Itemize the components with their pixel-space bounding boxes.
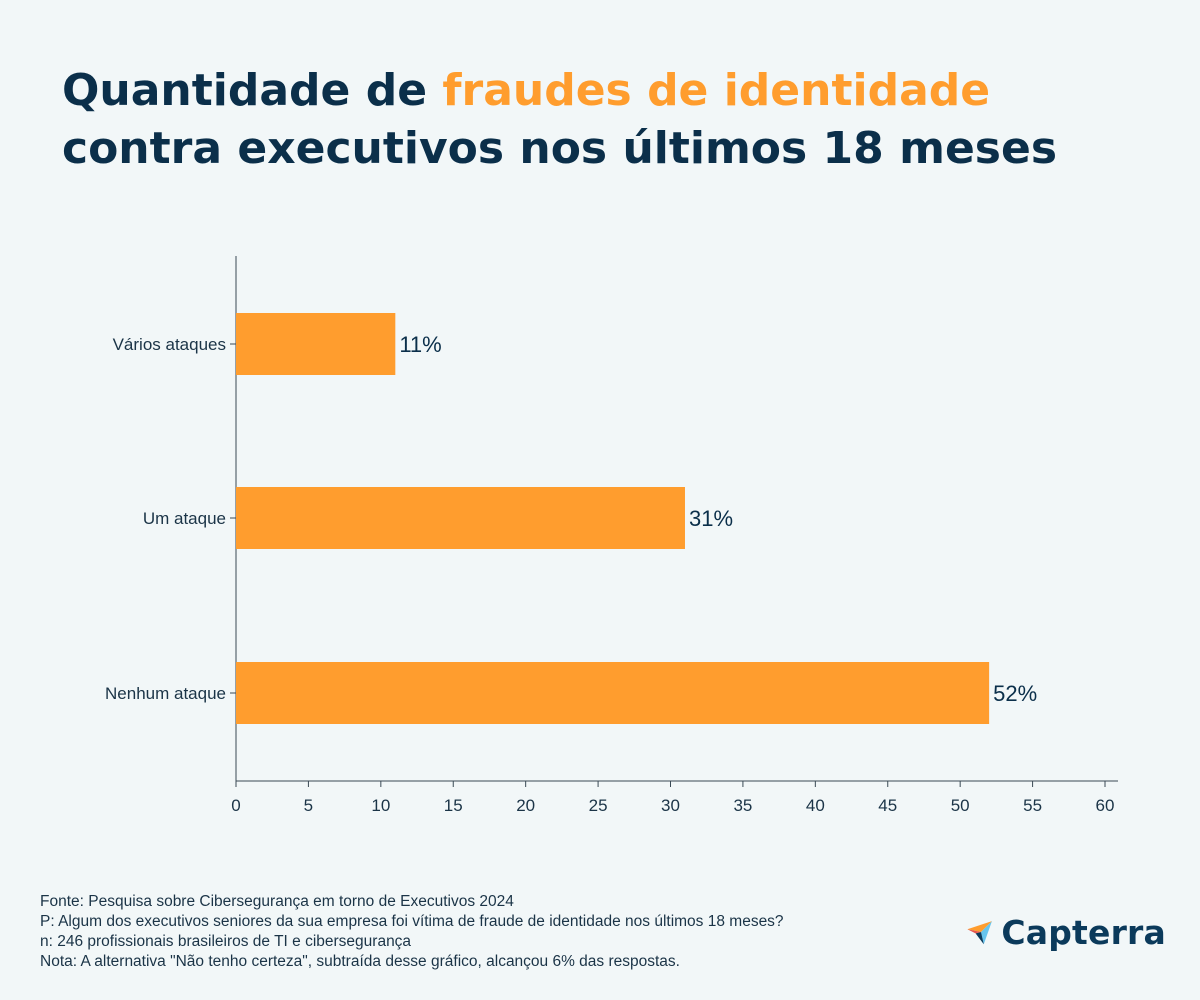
title-highlight: fraudes de identidade (442, 65, 991, 116)
x-tick-label: 45 (878, 796, 897, 815)
bar (236, 487, 685, 549)
category-label: Nenhum ataque (105, 684, 226, 703)
x-tick-label: 10 (371, 796, 390, 815)
title-part-1: Quantidade de (62, 65, 443, 116)
category-label: Vários ataques (113, 335, 226, 354)
bar (236, 313, 396, 375)
capterra-logo-text: Capterra (1001, 912, 1166, 952)
footer-notes: Fonte: Pesquisa sobre Cibersegurança em … (40, 892, 920, 972)
x-tick-label: 40 (806, 796, 825, 815)
x-tick-label: 50 (951, 796, 970, 815)
footer-source: Fonte: Pesquisa sobre Cibersegurança em … (40, 893, 514, 910)
title-line-2: contra executivos nos últimos 18 meses (62, 123, 1058, 174)
data-label: 31% (689, 506, 733, 531)
x-tick-label: 35 (733, 796, 752, 815)
chart-title: Quantidade de fraudes de identidade cont… (62, 62, 1162, 178)
data-label: 52% (993, 681, 1037, 706)
category-label: Um ataque (143, 509, 226, 528)
x-tick-label: 30 (661, 796, 680, 815)
footer-sample: n: 246 profissionais brasileiros de TI e… (40, 933, 412, 950)
capterra-logo: Capterra (966, 908, 1166, 956)
bar-chart: 0 5 10 15 20 25 30 35 40 45 50 55 60 Vários ataques 11… (105, 256, 1118, 815)
x-tick-label: 25 (589, 796, 608, 815)
x-tick-label: 55 (1023, 796, 1042, 815)
x-tick-label: 15 (444, 796, 463, 815)
title-line-1: Quantidade de fraudes de identidade (62, 62, 1162, 120)
footer-question: P: Algum dos executivos seniores da sua … (40, 913, 784, 930)
x-tick-label: 5 (304, 796, 313, 815)
footer-note: Nota: A alternativa "Não tenho certeza",… (40, 953, 680, 970)
x-tick-label: 20 (516, 796, 535, 815)
bar (236, 662, 990, 724)
capterra-arrow-icon (967, 921, 992, 945)
x-tick-label: 0 (231, 796, 240, 815)
data-label: 11% (399, 332, 441, 357)
x-tick-label: 60 (1096, 796, 1115, 815)
